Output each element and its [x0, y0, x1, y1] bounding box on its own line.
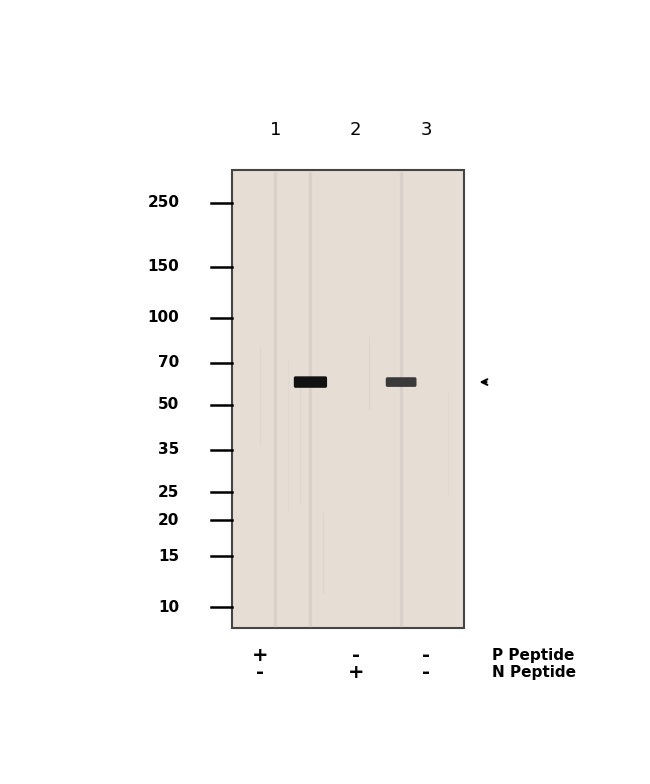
Text: 150: 150 — [148, 260, 179, 274]
Text: 25: 25 — [158, 485, 179, 499]
Text: N Peptide: N Peptide — [492, 665, 576, 680]
FancyBboxPatch shape — [294, 376, 327, 388]
Text: 2: 2 — [350, 122, 361, 140]
Text: -: - — [422, 663, 430, 682]
Text: P Peptide: P Peptide — [492, 648, 574, 663]
Text: 20: 20 — [158, 513, 179, 528]
Text: -: - — [256, 663, 264, 682]
FancyBboxPatch shape — [385, 377, 417, 387]
Text: 70: 70 — [158, 355, 179, 370]
Text: 250: 250 — [148, 195, 179, 210]
Text: 1: 1 — [270, 122, 281, 140]
Text: 50: 50 — [158, 397, 179, 412]
Text: -: - — [352, 646, 360, 665]
Text: 3: 3 — [421, 122, 432, 140]
Text: -: - — [422, 646, 430, 665]
Text: 100: 100 — [148, 310, 179, 325]
Bar — [233, 169, 464, 628]
Text: 10: 10 — [159, 600, 179, 615]
Text: 35: 35 — [158, 442, 179, 457]
Text: +: + — [252, 646, 268, 665]
Text: 15: 15 — [159, 549, 179, 564]
Text: +: + — [348, 663, 364, 682]
